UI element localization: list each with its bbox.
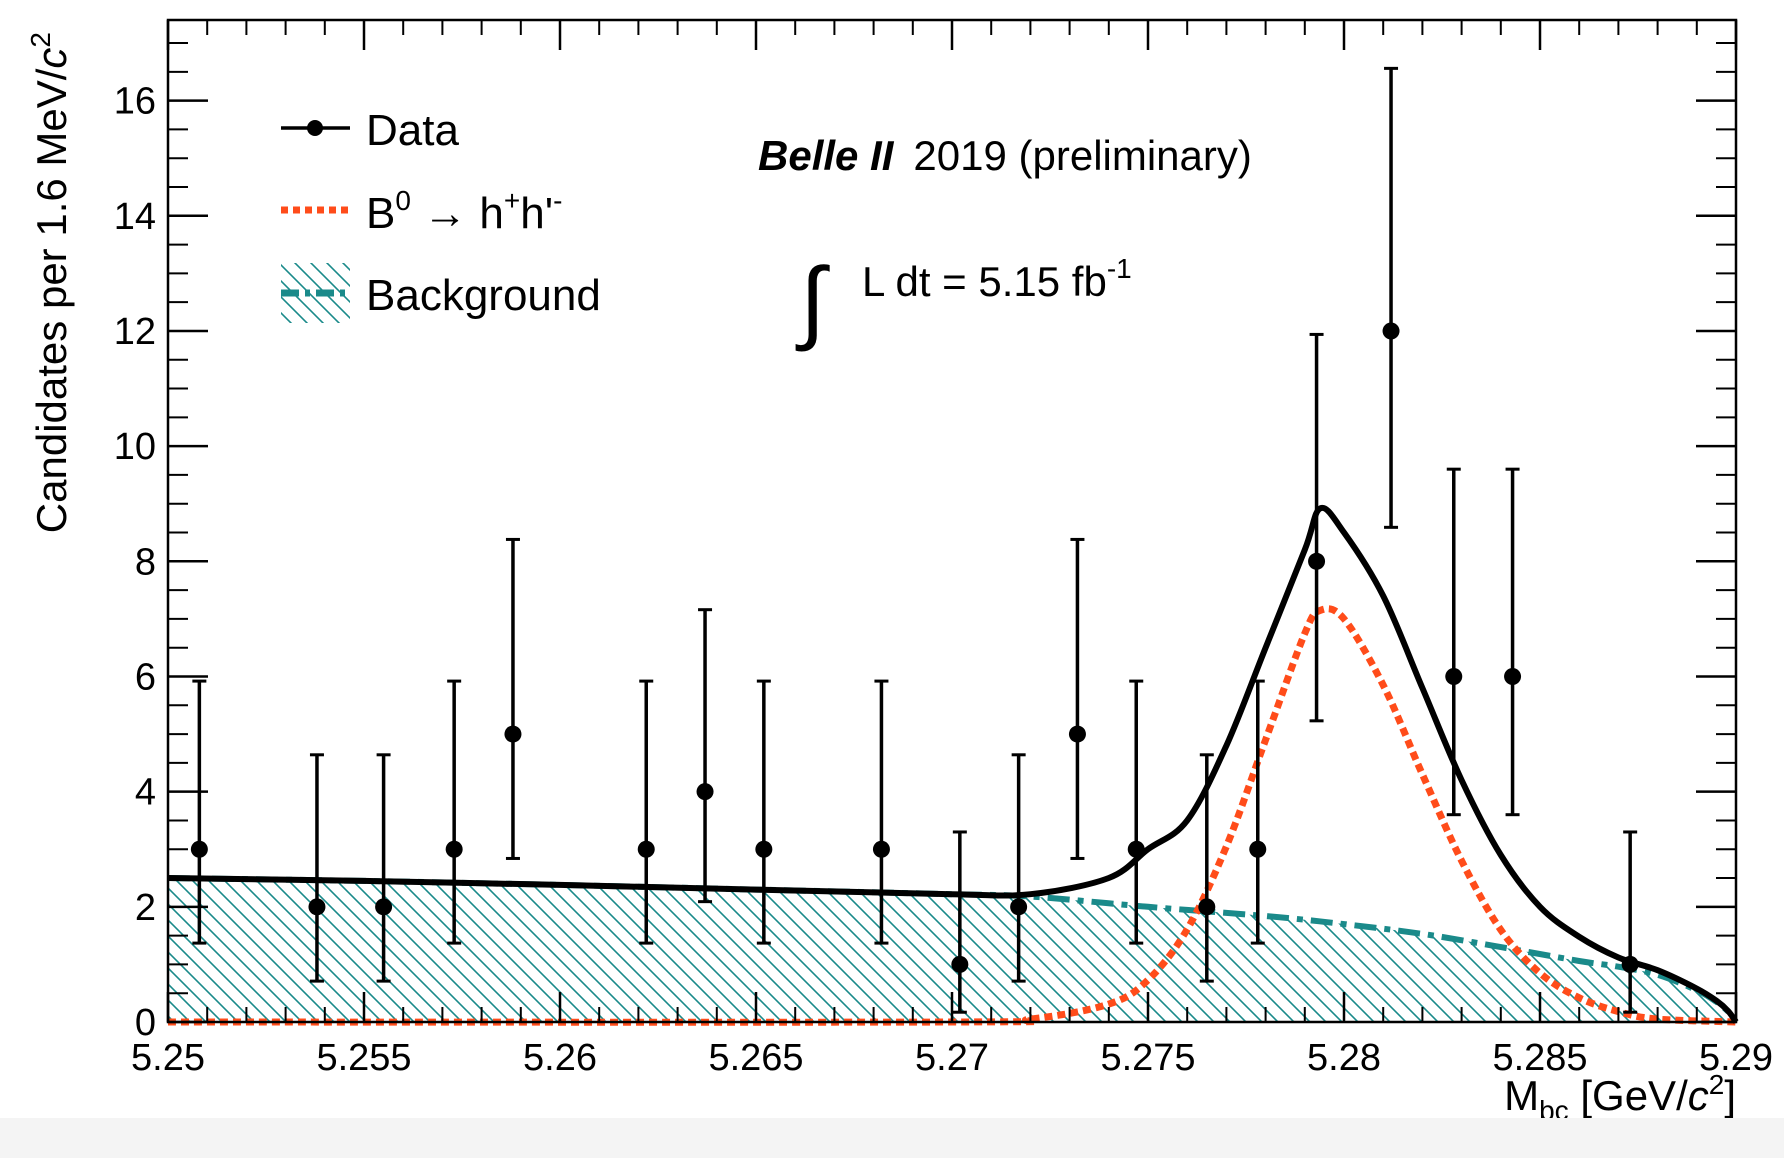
data-point-marker [308,898,326,916]
y-tick-label: 6 [135,656,156,698]
data-point-13 [1198,753,1216,983]
legend-data-marker [307,120,323,136]
data-point-marker [445,840,463,858]
y-tick-label: 4 [135,772,156,814]
y-tick-label: 16 [114,81,156,123]
data-point-marker [696,783,714,801]
legend-background-entry: Background [281,263,601,323]
x-tick-label: 5.285 [1492,1037,1587,1079]
x-tick-label: 5.27 [915,1037,989,1079]
data-point-1 [308,753,326,983]
x-tick-label: 5.265 [708,1037,803,1079]
data-point-marker [1068,725,1086,743]
x-tick-label: 5.26 [523,1037,597,1079]
data-point-18 [1504,467,1522,817]
experiment-annotation: Belle II 2019 (preliminary) ∫ L dt = 5.15… [758,132,1252,352]
data-point-marker [1382,322,1400,340]
legend-signal-entry: B0 → h+h'- [281,185,562,238]
data-point-17 [1445,467,1463,817]
data-point-8 [872,679,890,945]
data-point-4 [504,537,522,860]
experiment-label: Belle II 2019 (preliminary) [758,132,1252,179]
data-point-19 [1621,830,1639,1014]
y-axis-title: Candidates per 1.6 MeV/c2 [25,32,75,533]
data-point-10 [1010,753,1028,983]
background-hatched-area [168,878,1736,1022]
x-tick-label: 5.25 [131,1037,205,1079]
data-point-marker [1308,552,1326,570]
data-point-marker [1127,840,1145,858]
y-tick-label: 12 [114,311,156,353]
data-point-14 [1249,679,1267,945]
x-tick-label: 5.28 [1307,1037,1381,1079]
luminosity-integral-sign: ∫ [795,250,830,352]
legend-data-entry: Data [281,106,459,155]
legend-background-label: Background [366,271,601,320]
x-tick-label: 5.275 [1100,1037,1195,1079]
total-fit-curve [167,504,1739,1024]
data-point-9 [951,830,969,1014]
data-point-12 [1127,679,1145,945]
data-point-15 [1308,332,1326,723]
data-point-marker [1621,955,1639,973]
data-point-marker [1249,840,1267,858]
y-tick-label: 8 [135,541,156,583]
data-point-marker [755,840,773,858]
data-point-marker [504,725,522,743]
x-axis-title: Mbc [GeV/c2] [1504,1069,1736,1126]
bottom-band [0,1118,1784,1158]
legend-data-label: Data [366,106,459,155]
x-tick-label: 5.29 [1699,1037,1773,1079]
legend: Data B0 → h+h'- Background [281,106,601,323]
data-point-5 [637,679,655,945]
data-point-16 [1382,66,1400,529]
data-point-marker [1198,898,1216,916]
data-point-3 [445,679,463,945]
background-hatch-fill [168,878,1736,1022]
data-point-6 [696,608,714,904]
data-point-7 [755,679,773,945]
y-tick-label: 0 [135,1002,156,1044]
data-point-marker [637,840,655,858]
data-points [190,66,1639,1014]
data-point-marker [1010,898,1028,916]
data-point-marker [190,840,208,858]
legend-signal-label: B0 → h+h'- [366,185,562,238]
data-point-marker [1504,667,1522,685]
data-point-2 [375,753,393,983]
data-point-0 [190,679,208,945]
data-point-marker [951,955,969,973]
luminosity-label: L dt = 5.15 fb-1 [862,253,1132,305]
axes: 5.25 5.255 5.26 5.265 5.27 5.275 5.28 5.285 5.29… [114,18,1773,1079]
y-tick-label: 14 [114,196,156,238]
data-point-marker [872,840,890,858]
y-tick-label: 10 [114,426,156,468]
data-point-marker [375,898,393,916]
data-point-11 [1068,537,1086,860]
data-point-marker [1445,667,1463,685]
y-tick-label: 2 [135,887,156,929]
x-tick-label: 5.255 [316,1037,411,1079]
